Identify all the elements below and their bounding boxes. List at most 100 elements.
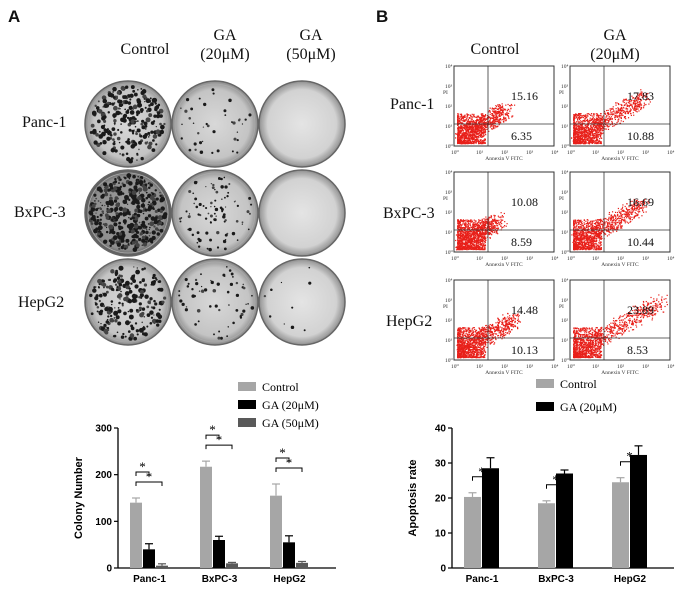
flow-tick-y: 10³ xyxy=(445,298,453,304)
flow-tick-y: 10⁴ xyxy=(445,170,453,176)
flow-tick-x: 10⁴ xyxy=(667,150,675,156)
col-head-control-b: Control xyxy=(470,41,520,58)
bar xyxy=(156,565,168,568)
flow-tick-y: 10⁰ xyxy=(561,143,570,150)
y-axis-label: Colony Number xyxy=(73,456,85,539)
significance-star: * xyxy=(139,459,146,474)
flow-tick-y: 10³ xyxy=(445,190,453,196)
y-tick-label: 10 xyxy=(435,529,447,540)
lower-right-value: 10.88 xyxy=(627,129,654,143)
flow-tick-y: 10¹ xyxy=(445,338,453,344)
flow-axis-y-label: PI xyxy=(443,304,448,310)
flow-tick-x: 10² xyxy=(501,364,509,370)
significance-bracket xyxy=(275,457,290,462)
bar xyxy=(556,473,573,568)
flow-tick-y: 10¹ xyxy=(561,338,569,344)
significance-bracket xyxy=(135,481,163,486)
bar xyxy=(270,495,282,568)
legend-label: Control xyxy=(560,377,597,391)
legend-swatch xyxy=(536,402,554,411)
flow-tick-x: 10³ xyxy=(642,150,650,156)
flow-axis-y-label: PI xyxy=(443,90,448,96)
bar-chart-2: 0 10 20 30 40 Apoptosis rate Panc-1 * BxPC-3 * Hep… xyxy=(407,377,674,585)
flow-tick-y: 10¹ xyxy=(445,124,453,130)
flow-axis-y-label: PI xyxy=(443,196,448,202)
flow-tick-y: 10² xyxy=(445,104,453,110)
significance-bracket xyxy=(205,434,220,440)
flow-tick-x: 10¹ xyxy=(476,150,484,156)
legend-swatch xyxy=(238,382,256,391)
significance-star: * xyxy=(286,455,293,470)
legend-swatch xyxy=(238,400,256,409)
colony-dish xyxy=(258,169,346,257)
upper-right-value: 14.48 xyxy=(511,303,538,317)
flow-plot: 17.83 10.88 10⁰ 10¹ 10² 10³ 10⁴ 10⁰ 10¹ 10² 10³ 10⁴… xyxy=(559,64,675,162)
flow-tick-x: 10³ xyxy=(526,256,534,262)
x-tick-label: Panc-1 xyxy=(133,574,166,585)
flow-tick-x: 10³ xyxy=(642,256,650,262)
flow-tick-x: 10⁴ xyxy=(551,256,559,262)
flow-axis-x-label: Annexin V FITC xyxy=(485,262,523,268)
flow-tick-x: 10⁴ xyxy=(551,364,559,370)
flow-tick-y: 10⁴ xyxy=(561,170,569,176)
upper-right-value: 17.83 xyxy=(627,89,654,103)
y-tick-label: 200 xyxy=(95,470,112,481)
flow-tick-y: 10³ xyxy=(561,84,569,90)
colony-dish xyxy=(84,169,172,257)
upper-right-value: 16.69 xyxy=(627,195,654,209)
flow-tick-x: 10⁴ xyxy=(551,150,559,156)
flow-tick-y: 10³ xyxy=(445,84,453,90)
legend-swatch xyxy=(238,418,256,427)
flow-axis-x-label: Annexin V FITC xyxy=(601,156,639,162)
upper-right-value: 23.89 xyxy=(627,303,654,317)
significance-star: * xyxy=(209,422,216,437)
y-axis-label: Apoptosis rate xyxy=(407,459,419,536)
legend-label: Control xyxy=(262,380,299,394)
bar xyxy=(630,454,647,568)
x-tick-label: Panc-1 xyxy=(466,574,499,585)
colony-dish xyxy=(171,80,259,168)
flow-tick-y: 10⁰ xyxy=(445,357,454,364)
bar xyxy=(130,502,142,568)
row-head-panc1-a: Panc-1 xyxy=(22,114,67,131)
row-head-bxpc3-a: BxPC-3 xyxy=(14,204,66,221)
bar xyxy=(283,542,295,568)
bar xyxy=(143,549,155,568)
bar xyxy=(464,496,481,568)
flow-tick-x: 10³ xyxy=(526,364,534,370)
significance-star: * xyxy=(626,449,633,464)
legend-swatch xyxy=(536,379,554,388)
significance-star: * xyxy=(279,445,286,460)
panel-b-letter: B xyxy=(376,7,389,26)
y-tick-label: 40 xyxy=(435,424,447,435)
flow-axis-y-label: PI xyxy=(559,304,564,310)
flow-tick-y: 10⁴ xyxy=(561,64,569,70)
flow-tick-x: 10¹ xyxy=(476,256,484,262)
y-tick-label: 20 xyxy=(435,494,447,505)
flow-tick-x: 10⁰ xyxy=(567,149,576,156)
lower-right-value: 10.13 xyxy=(511,343,538,357)
lower-right-value: 8.53 xyxy=(627,343,648,357)
flow-tick-y: 10⁴ xyxy=(445,278,453,284)
flow-plot: 23.89 8.53 10⁰ 10¹ 10² 10³ 10⁴ 10⁰ 10¹ 10² 10³ 10⁴ A… xyxy=(559,278,675,376)
significance-bracket xyxy=(275,467,303,472)
flow-axis-x-label: Annexin V FITC xyxy=(485,370,523,376)
flow-tick-y: 10⁰ xyxy=(561,357,570,364)
significance-star: * xyxy=(478,464,485,479)
significance-bracket xyxy=(205,444,233,450)
legend-label: GA (20μM) xyxy=(262,398,319,412)
significance-star: * xyxy=(216,432,223,447)
significance-star: * xyxy=(552,472,559,487)
flow-plot: 15.16 6.35 10⁰ 10¹ 10² 10³ 10⁴ 10⁰ 10¹ 10² 10³ 10⁴ A… xyxy=(443,64,559,162)
flow-tick-y: 10⁴ xyxy=(445,64,453,70)
flow-axis-y-label: PI xyxy=(559,196,564,202)
significance-bracket xyxy=(135,471,150,476)
flow-tick-x: 10¹ xyxy=(476,364,484,370)
flow-tick-x: 10⁰ xyxy=(451,149,460,156)
colony-dish xyxy=(258,258,346,346)
bar xyxy=(612,482,629,568)
legend-label: GA (20μM) xyxy=(560,400,617,414)
